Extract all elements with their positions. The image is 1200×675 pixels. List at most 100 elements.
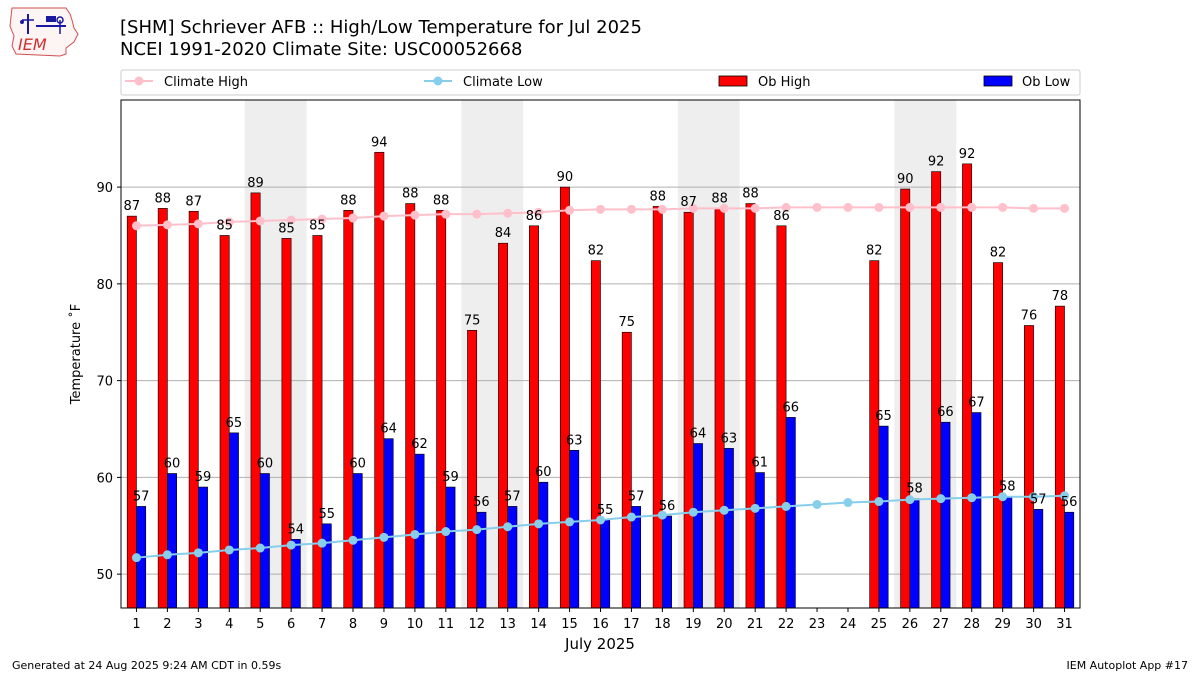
ob-low-bar-15 <box>569 449 580 609</box>
ob-low-bar-19 <box>693 443 703 609</box>
iem-logo: IEM <box>8 6 82 60</box>
ob-low-label-28: 67 <box>968 396 985 411</box>
ob-low-bar-30 <box>1033 509 1044 609</box>
x-tick-label-9: 9 <box>380 617 388 632</box>
ob-low-bar-18 <box>662 515 672 609</box>
x-tick-label-14: 14 <box>530 617 547 632</box>
ob-low-label-10: 62 <box>411 437 428 452</box>
climate-high-point-1 <box>131 221 141 231</box>
x-tick-label-25: 25 <box>871 617 888 632</box>
x-tick-label-17: 17 <box>623 617 640 632</box>
legend-ob-low-label: Ob Low <box>1022 75 1071 90</box>
climate-low-point-14 <box>534 519 544 529</box>
climate-low-point-23 <box>812 499 822 509</box>
ob-high-bar-6 <box>281 238 292 609</box>
ob-high-label-28: 92 <box>959 147 976 162</box>
climate-low-point-7 <box>317 538 327 548</box>
x-tick-label-28: 28 <box>963 617 980 632</box>
x-axis-label: July 2025 <box>564 635 635 653</box>
ob-low-label-14: 60 <box>535 465 552 480</box>
climate-low-point-25 <box>874 497 884 507</box>
chart-title: [SHM] Schriever AFB :: High/Low Temperat… <box>120 17 642 61</box>
ob-high-bar-15 <box>559 186 570 609</box>
ob-high-label-31: 78 <box>1052 289 1069 304</box>
x-tick-label-29: 29 <box>994 617 1011 632</box>
climate-low-point-29 <box>998 492 1008 502</box>
app-note: IEM Autoplot App #17 <box>1066 659 1189 672</box>
ob-high-label-25: 82 <box>866 244 883 259</box>
climate-high-point-7 <box>317 214 327 224</box>
ob-high-label-10: 88 <box>402 187 419 202</box>
ob-high-bar-20 <box>714 208 725 609</box>
y-tick-label-50: 50 <box>96 568 113 583</box>
climate-high-point-28 <box>967 202 977 212</box>
climate-low-point-1 <box>131 553 141 563</box>
ob-low-bar-7 <box>321 523 332 609</box>
ob-low-label-26: 58 <box>906 482 923 497</box>
climate-high-point-22 <box>781 202 791 212</box>
ob-low-label-7: 55 <box>318 507 335 522</box>
generated-note: Generated at 24 Aug 2025 9:24 AM CDT in … <box>12 659 282 672</box>
climate-low-point-11 <box>441 527 451 537</box>
y-tick-label-80: 80 <box>96 278 113 293</box>
ob-low-label-20: 63 <box>721 431 738 446</box>
ob-low-label-18: 56 <box>659 499 676 514</box>
x-tick-label-20: 20 <box>716 617 733 632</box>
x-tick-label-22: 22 <box>778 617 795 632</box>
ob-high-label-21: 88 <box>742 187 759 202</box>
x-tick-label-2: 2 <box>163 617 171 632</box>
climate-high-point-18 <box>657 204 667 214</box>
ob-low-bar-5 <box>259 473 270 609</box>
ob-low-label-6: 54 <box>288 522 305 537</box>
ob-high-label-7: 85 <box>309 218 326 233</box>
climate-low-point-27 <box>936 494 946 504</box>
legend-climate-low-label: Climate Low <box>463 75 543 90</box>
x-tick-label-4: 4 <box>225 617 233 632</box>
ob-high-bar-14 <box>529 225 539 609</box>
climate-high-point-25 <box>874 202 884 212</box>
climate-high-point-5 <box>255 216 265 226</box>
ob-high-bar-13 <box>498 242 508 609</box>
ob-low-label-19: 64 <box>690 427 707 442</box>
legend-ob-low-swatch <box>983 75 1013 87</box>
climate-high-point-2 <box>162 220 172 230</box>
climate-low-point-12 <box>472 525 482 535</box>
x-tick-label-24: 24 <box>840 617 857 632</box>
ob-low-label-8: 60 <box>349 457 366 472</box>
ob-high-label-11: 88 <box>433 193 450 208</box>
legend: Climate High Climate Low Ob High Ob Low <box>120 69 1081 96</box>
x-tick-label-5: 5 <box>256 617 264 632</box>
ob-low-bar-26 <box>909 498 920 609</box>
climate-high-point-16 <box>596 204 605 214</box>
ob-low-label-21: 61 <box>752 456 769 471</box>
x-tick-label-27: 27 <box>933 617 950 632</box>
ob-low-label-11: 59 <box>442 470 459 485</box>
x-tick-label-15: 15 <box>561 617 578 632</box>
title-line-2: NCEI 1991-2020 Climate Site: USC00052668 <box>120 39 523 60</box>
ob-high-bar-8 <box>343 210 354 609</box>
ob-low-bar-22 <box>785 417 796 609</box>
climate-low-point-2 <box>162 550 172 560</box>
ob-high-label-20: 88 <box>711 191 728 206</box>
climate-high-point-6 <box>286 215 296 225</box>
ob-high-label-26: 90 <box>897 172 914 187</box>
x-tick-label-26: 26 <box>902 617 919 632</box>
climate-low-point-31 <box>1060 491 1070 501</box>
ob-low-bar-4 <box>228 432 239 609</box>
climate-high-point-10 <box>410 210 420 220</box>
ob-low-bar-25 <box>878 425 889 609</box>
ob-low-label-13: 57 <box>504 489 521 504</box>
climate-high-point-9 <box>379 211 389 221</box>
legend-climate-low-marker <box>433 76 443 86</box>
climate-high-point-15 <box>565 205 575 215</box>
ob-low-label-27: 66 <box>937 405 954 420</box>
climate-low-point-5 <box>255 543 265 553</box>
ob-high-bar-19 <box>683 211 694 609</box>
ob-high-label-1: 87 <box>124 199 141 214</box>
ob-high-label-19: 87 <box>680 195 697 210</box>
ob-low-label-5: 60 <box>257 457 274 472</box>
ob-low-bar-14 <box>538 481 549 609</box>
ob-high-label-27: 92 <box>928 155 945 170</box>
climate-low-point-30 <box>1029 492 1039 502</box>
climate-high-point-26 <box>905 202 915 212</box>
